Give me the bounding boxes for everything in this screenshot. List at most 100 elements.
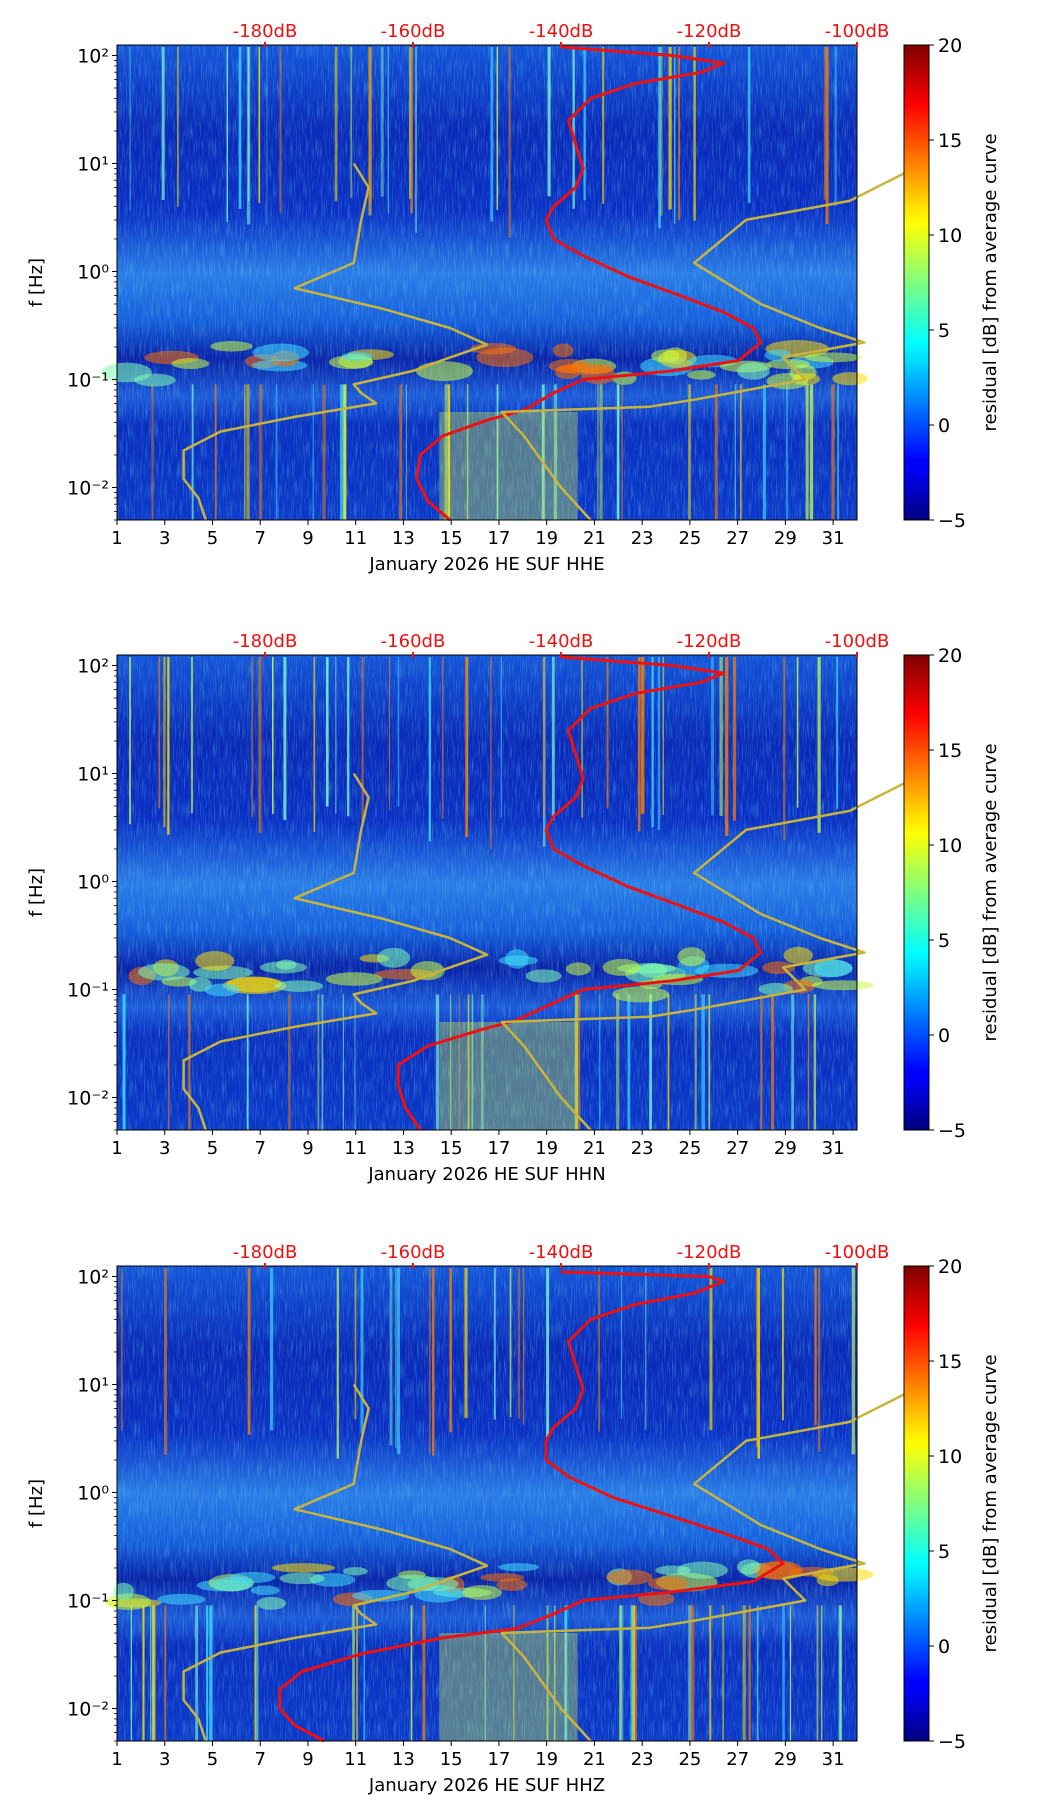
x-axis-label: January 2026 HE SUF HHN (367, 1164, 605, 1185)
y-tick-label: 10¹ (77, 153, 109, 175)
colorbar-tick-label: 10 (938, 1446, 962, 1468)
x-axis-label: January 2026 HE SUF HHE (368, 554, 604, 575)
top-axis-label: -160dB (381, 1242, 446, 1263)
colorbar-tick-label: 0 (938, 1636, 950, 1658)
x-tick-label: 13 (392, 1138, 415, 1159)
median-noise-curve-line (278, 1270, 785, 1743)
colorbar-label: residual [dB] from average curve (980, 1354, 1001, 1652)
x-tick-label: 29 (774, 1749, 797, 1770)
y-axis-label: f [Hz] (26, 258, 47, 307)
colorbar-tick-label: −5 (938, 510, 966, 532)
high-noise-model-line (500, 1383, 925, 1742)
x-tick-label: 13 (392, 1749, 415, 1770)
colorbar-tick-label: −5 (938, 1120, 966, 1142)
x-tick-label: 15 (440, 1749, 463, 1770)
top-axis-label: -180dB (233, 1242, 298, 1263)
x-tick-label: 9 (302, 528, 313, 549)
colorbar (903, 1265, 930, 1742)
y-tick-label: 10² (77, 1266, 109, 1288)
colorbar-tick-label: 20 (938, 1256, 962, 1278)
x-tick-label: 31 (822, 528, 845, 549)
heatmap-lowfreq-zone (439, 1632, 578, 1741)
y-tick-label: 10⁻² (67, 1087, 109, 1109)
x-tick-label: 29 (774, 528, 797, 549)
x-tick-label: 15 (440, 1138, 463, 1159)
y-axis-label: f [Hz] (26, 1479, 47, 1528)
top-axis-label: -140dB (529, 1242, 594, 1263)
top-axis-label: -120dB (677, 1242, 742, 1263)
colorbar-tick-label: 15 (938, 130, 962, 152)
x-tick-label: 17 (487, 1138, 510, 1159)
y-tick-label: 10⁻¹ (67, 1590, 109, 1612)
x-tick-label: 17 (487, 528, 510, 549)
x-tick-label: 31 (822, 1138, 845, 1159)
x-tick-label: 1 (111, 1138, 122, 1159)
y-tick-label: 10⁰ (77, 871, 109, 893)
colorbar-label: residual [dB] from average curve (980, 743, 1001, 1041)
x-tick-label: 13 (392, 528, 415, 549)
heatmap-noise-texture (117, 1266, 857, 1741)
low-noise-model-line (182, 1383, 489, 1742)
heatmap-streaks (129, 47, 840, 520)
top-axis-label: -140dB (529, 631, 594, 652)
x-tick-label: 21 (583, 528, 606, 549)
colorbar-tick-label: 0 (938, 1025, 950, 1047)
x-tick-label: 19 (535, 1749, 558, 1770)
x-tick-label: 3 (159, 528, 170, 549)
x-tick-label: 15 (440, 528, 463, 549)
median-noise-curve-line (415, 45, 763, 522)
x-axis-label: January 2026 HE SUF HHZ (368, 1775, 605, 1796)
colorbar-tick-label: 15 (938, 1351, 962, 1373)
x-tick-label: 23 (631, 528, 654, 549)
colorbar-tick-label: 10 (938, 835, 962, 857)
top-axis-label: -120dB (677, 631, 742, 652)
x-tick-label: 7 (254, 528, 265, 549)
colorbar-tick-label: 10 (938, 225, 962, 247)
x-tick-label: 27 (726, 528, 749, 549)
x-tick-label: 9 (302, 1749, 313, 1770)
x-tick-label: 23 (631, 1749, 654, 1770)
y-tick-label: 10⁻¹ (67, 369, 109, 391)
x-tick-label: 11 (344, 1138, 367, 1159)
x-tick-label: 9 (302, 1138, 313, 1159)
x-tick-label: 23 (631, 1138, 654, 1159)
y-tick-label: 10⁻¹ (67, 979, 109, 1001)
y-tick-label: 10⁻² (67, 477, 109, 499)
high-noise-model-line (500, 162, 925, 521)
x-tick-label: 29 (774, 1138, 797, 1159)
colorbar (903, 44, 930, 521)
heatmap-microseism-band (106, 1559, 874, 1610)
x-tick-label: 1 (111, 1749, 122, 1770)
y-tick-label: 10⁻² (67, 1698, 109, 1720)
plot-frame (116, 44, 858, 521)
x-tick-label: 31 (822, 1749, 845, 1770)
x-tick-label: 7 (254, 1138, 265, 1159)
x-tick-label: 11 (344, 1749, 367, 1770)
x-tick-label: 11 (344, 528, 367, 549)
x-tick-label: 21 (583, 1749, 606, 1770)
x-tick-label: 19 (535, 1138, 558, 1159)
top-axis-label: -160dB (381, 631, 446, 652)
x-tick-label: 5 (207, 528, 218, 549)
colorbar-tick-label: 5 (938, 930, 950, 952)
y-tick-label: 10¹ (77, 1374, 109, 1396)
heatmap-streaks (122, 657, 839, 1130)
x-tick-label: 3 (159, 1749, 170, 1770)
y-tick-label: 10² (77, 45, 109, 67)
y-tick-label: 10¹ (77, 763, 109, 785)
x-tick-label: 25 (678, 528, 701, 549)
x-tick-label: 19 (535, 528, 558, 549)
x-tick-label: 17 (487, 1749, 510, 1770)
heatmap-lowfreq-zone (439, 411, 578, 520)
plot-frame (116, 654, 858, 1131)
x-tick-label: 25 (678, 1749, 701, 1770)
x-tick-label: 21 (583, 1138, 606, 1159)
top-axis-label: -160dB (381, 21, 446, 42)
y-tick-label: 10⁰ (77, 261, 109, 283)
colorbar-tick-label: 20 (938, 35, 962, 57)
x-tick-label: 25 (678, 1138, 701, 1159)
x-tick-label: 5 (207, 1749, 218, 1770)
